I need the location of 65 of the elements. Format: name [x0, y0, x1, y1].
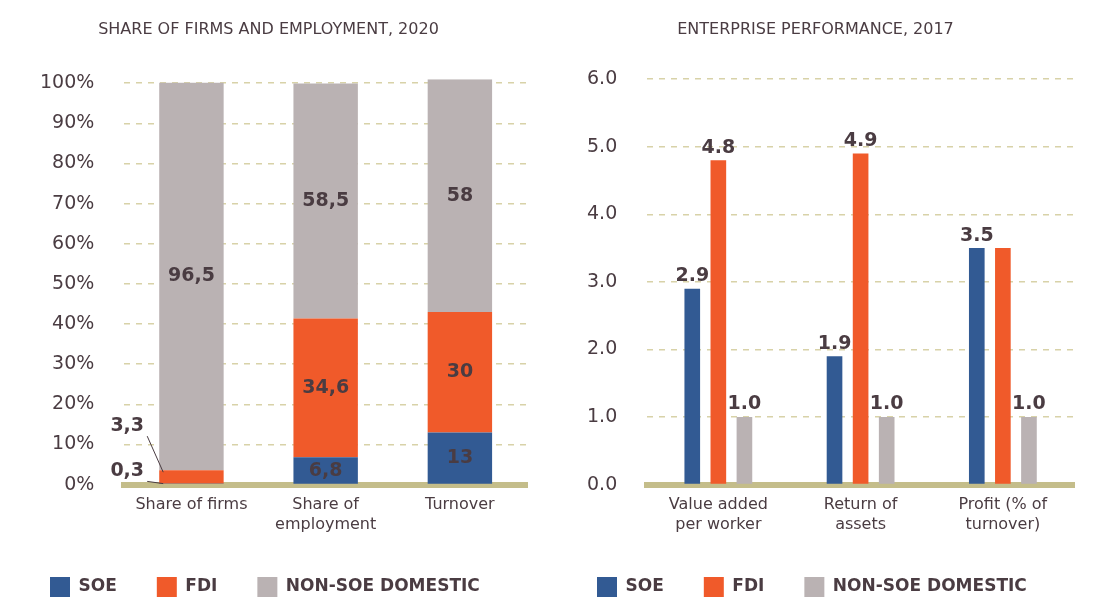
y-tick-label: 30% — [52, 351, 95, 374]
y-tick-label: 50% — [52, 270, 95, 293]
bar — [159, 470, 224, 484]
x-tick-label: Return of assets — [823, 494, 898, 533]
y-tick-label: 100% — [39, 70, 95, 93]
data-label: 96,5 — [167, 263, 215, 286]
bar — [1021, 417, 1037, 484]
y-tick-label: 6.0 — [587, 66, 618, 89]
bar — [736, 417, 753, 484]
data-label: 1.0 — [1012, 391, 1046, 414]
bar — [710, 160, 727, 484]
y-tick-label: 10% — [52, 431, 95, 454]
data-label: 4.8 — [701, 134, 736, 157]
legend-label: FDI — [732, 575, 765, 596]
bar — [427, 312, 493, 433]
y-tick-label: 0% — [64, 471, 95, 494]
data-label: 58,5 — [302, 187, 350, 210]
data-label: 3.5 — [959, 222, 994, 245]
y-tick-label: 1.0 — [587, 403, 618, 426]
data-label: 1.0 — [869, 391, 904, 414]
bar — [878, 417, 895, 484]
data-label: 1.9 — [817, 330, 852, 353]
bar — [826, 356, 843, 484]
y-tick-label: 80% — [52, 150, 95, 173]
x-tick-label: Share of firms — [135, 494, 248, 514]
chart-title: ENTERPRISE PERFORMANCE, 2017 — [677, 18, 954, 38]
y-tick-label: 2.0 — [587, 336, 618, 359]
bar — [159, 82, 224, 471]
bar — [852, 153, 869, 484]
x-tick-label: Profit (% of turnover) — [958, 494, 1048, 533]
bar — [427, 79, 493, 312]
data-label: 2.9 — [675, 263, 710, 286]
bar — [427, 432, 493, 484]
data-label: 58 — [446, 182, 474, 205]
x-tick-label: Share of employment — [275, 494, 377, 533]
legend-label: FDI — [185, 575, 218, 596]
y-tick-label: 0.0 — [587, 471, 618, 494]
x-tick-label: Turnover — [424, 494, 496, 514]
bar — [995, 248, 1011, 484]
data-label: 30 — [446, 359, 474, 382]
y-tick-label: 40% — [52, 310, 95, 333]
bar — [293, 83, 358, 319]
data-label: 13 — [446, 445, 474, 468]
bar — [968, 248, 985, 484]
data-label: 4.9 — [843, 127, 878, 150]
data-label: 34,6 — [302, 374, 350, 397]
x-tick-label: Value added per worker — [668, 494, 768, 533]
y-tick-label: 60% — [52, 230, 95, 253]
bar — [293, 318, 358, 458]
y-tick-label: 5.0 — [587, 133, 618, 156]
legend-label: SOE — [625, 575, 664, 596]
bar — [684, 288, 701, 484]
legend-label: NON-SOE DOMESTIC — [285, 575, 480, 596]
chart-title: SHARE OF FIRMS AND EMPLOYMENT, 2020 — [98, 18, 439, 38]
data-label: 3,3 — [110, 413, 145, 436]
data-label: 1.0 — [727, 391, 762, 414]
legend-label: NON-SOE DOMESTIC — [832, 575, 1027, 596]
y-tick-label: 3.0 — [587, 268, 618, 291]
y-tick-label: 90% — [52, 110, 95, 133]
y-tick-label: 4.0 — [587, 201, 618, 224]
y-tick-label: 70% — [52, 190, 95, 213]
data-label: 0,3 — [110, 458, 145, 481]
y-tick-label: 20% — [52, 391, 95, 414]
data-label: 6,8 — [308, 457, 343, 480]
legend-label: SOE — [78, 575, 117, 596]
